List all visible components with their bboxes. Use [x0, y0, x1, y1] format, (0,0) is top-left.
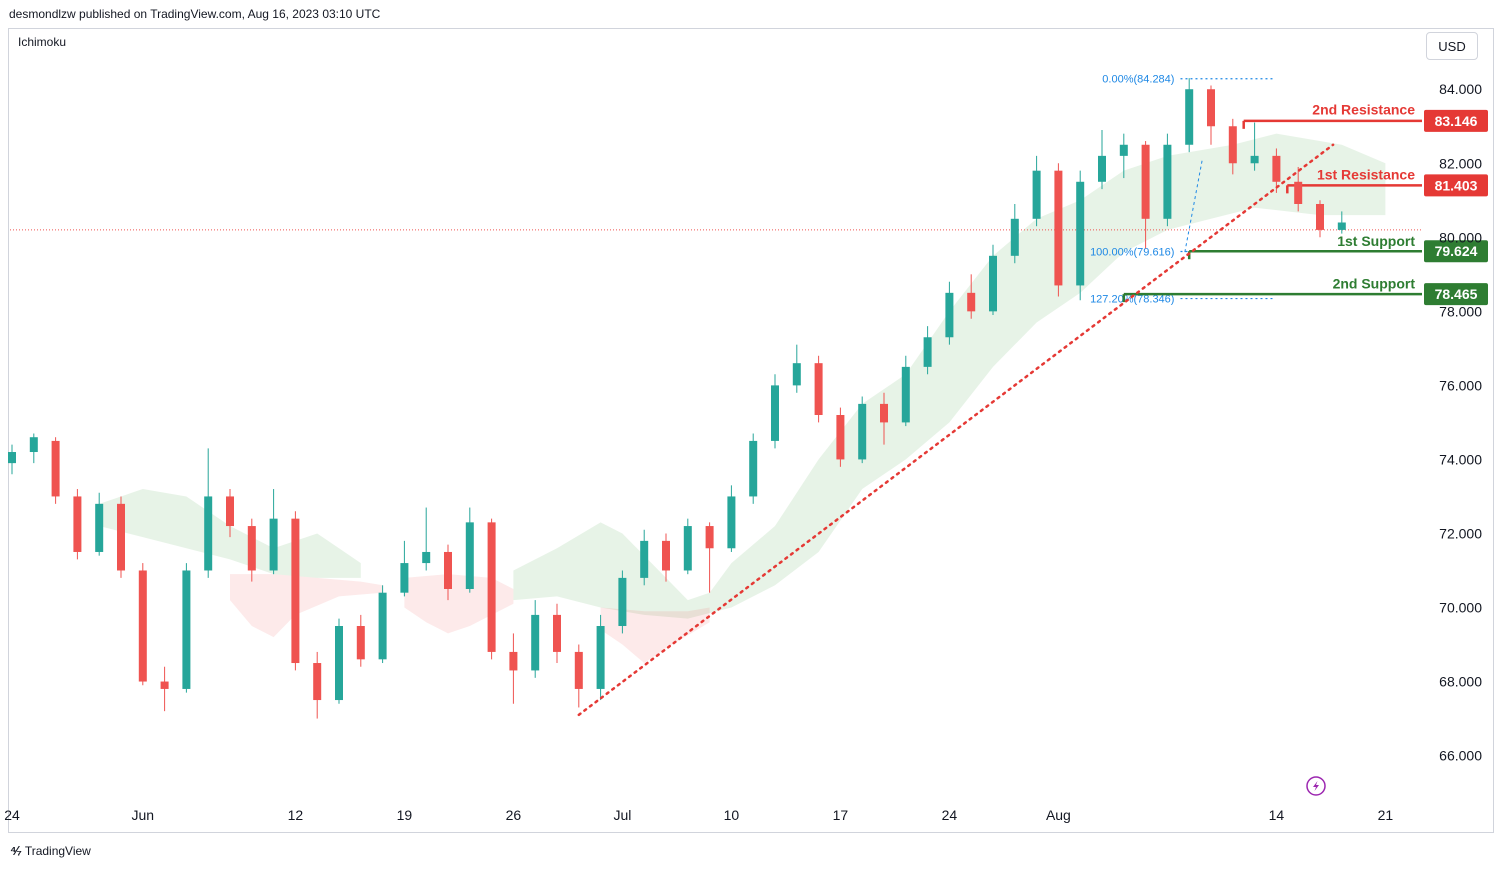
publisher-caption: desmondlzw published on TradingView.com,… — [9, 7, 381, 21]
footer-brand-label: TradingView — [24, 843, 91, 858]
indicator-label[interactable]: Ichimoku — [18, 35, 67, 49]
tradingview-logo-icon: ⁴⁄₇ — [10, 843, 22, 858]
chart-frame[interactable] — [8, 28, 1494, 833]
currency-label: USD — [1438, 38, 1466, 54]
currency-selector[interactable]: USD — [1426, 32, 1478, 60]
footer-brand[interactable]: ⁴⁄₇ TradingView — [10, 843, 91, 858]
